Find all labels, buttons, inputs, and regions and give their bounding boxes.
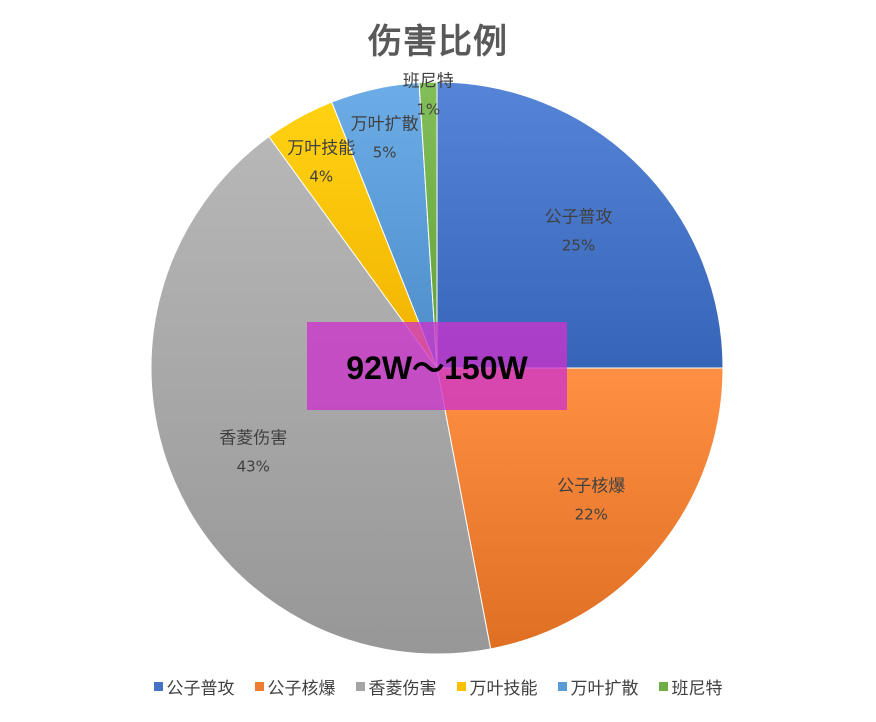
legend-swatch-3	[355, 682, 365, 691]
legend-label-4: 万叶技能	[469, 679, 538, 699]
pie-slice-6	[418, 81, 438, 369]
slice-value-5: 5%	[373, 144, 397, 162]
slice-value-3: 43%	[237, 458, 270, 476]
slice-label-1: 公子普攻	[545, 207, 613, 227]
legend-swatch-5	[557, 682, 567, 691]
legend: 公子普攻 公子核爆 香菱伤害 万叶技能 万叶扩散 班尼特	[0, 674, 876, 699]
legend-swatch-2	[254, 682, 264, 691]
slice-label-6: 班尼特	[403, 72, 454, 92]
legend-swatch-1	[153, 682, 163, 691]
legend-item-3: 香菱伤害	[355, 674, 437, 699]
legend-item-5: 万叶扩散	[557, 674, 639, 699]
legend-item-4: 万叶技能	[456, 674, 538, 699]
legend-label-1: 公子普攻	[166, 679, 235, 699]
legend-label-3: 香菱伤害	[368, 679, 437, 699]
legend-label-2: 公子核爆	[267, 679, 336, 699]
slice-value-6: 1%	[416, 101, 440, 119]
legend-item-6: 班尼特	[658, 674, 723, 699]
slice-value-2: 22%	[575, 506, 608, 524]
slice-value-1: 25%	[562, 236, 595, 254]
damage-range-text: 92W～150W	[346, 350, 528, 386]
slice-label-3: 香菱伤害	[219, 429, 287, 449]
legend-label-6: 班尼特	[671, 679, 723, 699]
slice-label-4: 万叶技能	[287, 138, 355, 158]
pie-labels: 公子普攻 25% 公子核爆 22% 香菱伤害 43% 万叶技能 4% 万叶扩散 5% 班尼特 1%	[219, 72, 625, 524]
legend-swatch-6	[658, 682, 668, 691]
legend-swatch-4	[456, 682, 466, 691]
pie-slices	[150, 81, 724, 655]
pie-slice-1	[436, 81, 724, 369]
slice-label-5: 万叶扩散	[351, 115, 419, 135]
legend-item-1: 公子普攻	[153, 674, 235, 699]
slice-label-2: 公子核爆	[557, 477, 625, 497]
slice-value-4: 4%	[309, 167, 333, 185]
legend-item-2: 公子核爆	[254, 674, 336, 699]
chart-title: 伤害比例	[368, 22, 508, 62]
pie-slice-2	[436, 367, 724, 650]
damage-range-annotation: 92W～150W	[307, 322, 567, 410]
legend-label-5: 万叶扩散	[570, 679, 639, 699]
